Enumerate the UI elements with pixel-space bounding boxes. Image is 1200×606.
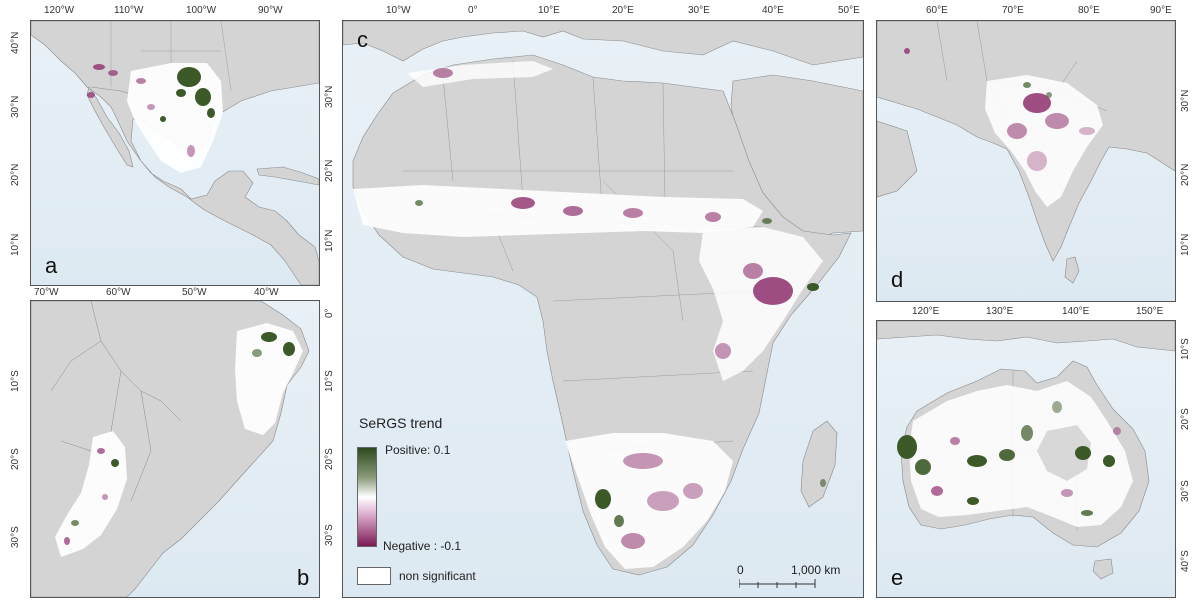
map-c-canvas <box>343 21 863 576</box>
positive-patches-a <box>160 67 215 122</box>
panel-label-c: c <box>357 27 368 52</box>
land-europe <box>343 21 863 66</box>
lon-tick-a-2: 100°W <box>186 5 217 16</box>
lat-tick-a-1: 30°N <box>10 95 21 118</box>
nonsig-band-sahel <box>353 185 763 237</box>
legend-positive-label: Positive: 0.1 <box>385 443 451 457</box>
legend-negative-label: Negative : -0.1 <box>383 539 462 553</box>
lat-tick-d-1: 20°N <box>1180 163 1191 186</box>
lon-tick-d-3: 90°E <box>1150 5 1172 16</box>
map-panel-b: b <box>30 300 320 598</box>
negative-patches-e <box>931 427 1121 497</box>
land-baja-california <box>86 86 134 168</box>
nonsig-area-d <box>985 75 1103 207</box>
panel-label-d: d <box>891 267 904 292</box>
lat-tick-b-1: 20°S <box>10 448 21 470</box>
lat-tick-e-1: 20°S <box>1180 408 1191 430</box>
lat-tick-c-6: 30°S <box>324 524 335 546</box>
land-cuba <box>256 166 319 186</box>
map-panel-e: e <box>876 320 1176 598</box>
lon-tick-c-2: 10°E <box>538 5 560 16</box>
lon-tick-e-3: 150°E <box>1136 306 1164 317</box>
lat-tick-c-2: 10°N <box>324 229 335 252</box>
legend-nonsig-label: non significant <box>399 569 476 583</box>
lon-tick-e-1: 130°E <box>986 306 1014 317</box>
map-e-canvas <box>877 321 1175 580</box>
lat-tick-c-0: 30°N <box>324 85 335 108</box>
lon-tick-c-3: 20°E <box>612 5 634 16</box>
negative-patches-c <box>433 68 793 549</box>
positive-patches-b <box>71 332 295 526</box>
scalebar-distance-label: 1,000 km <box>791 563 841 577</box>
negative-patches-b <box>64 448 108 545</box>
lon-tick-a-3: 90°W <box>258 5 283 16</box>
map-b-canvas <box>31 301 310 597</box>
legend-color-ramp <box>357 447 377 547</box>
nonsig-area-north-africa <box>407 61 553 87</box>
lat-tick-b-0: 10°S <box>10 370 21 392</box>
panel-label-b: b <box>297 565 310 590</box>
negative-patches-d <box>904 48 1095 171</box>
land-africa <box>352 54 852 576</box>
nonsig-area-east-africa <box>699 227 823 381</box>
lon-tick-c-4: 30°E <box>688 5 710 16</box>
lat-tick-a-0: 40°N <box>10 31 21 54</box>
lon-tick-e-2: 140°E <box>1062 306 1090 317</box>
map-a-canvas <box>31 21 319 285</box>
lat-tick-c-5: 20°S <box>324 448 335 470</box>
borders-south-america <box>50 301 182 502</box>
lat-tick-c-1: 20°N <box>324 159 335 182</box>
lon-tick-c-5: 40°E <box>762 5 784 16</box>
lon-tick-c-6: 50°E <box>838 5 860 16</box>
lat-tick-a-3: 10°N <box>10 233 21 256</box>
nonsig-area-southern-africa <box>565 433 733 569</box>
desert-interior-e <box>1037 425 1091 481</box>
map-panel-c: c SeRGS trend Positive: 0.1 Negative : -… <box>342 20 864 598</box>
legend-nonsig-swatch <box>357 567 391 585</box>
lon-tick-d-2: 80°E <box>1078 5 1100 16</box>
lat-tick-c-3: 0° <box>324 308 335 318</box>
lat-tick-c-4: 10°S <box>324 370 335 392</box>
lon-tick-c-0: 10°W <box>386 5 411 16</box>
panel-label-e: e <box>891 565 904 590</box>
map-d-canvas <box>877 21 1175 284</box>
lat-tick-d-0: 30°N <box>1180 89 1191 112</box>
lat-tick-a-2: 20°N <box>10 163 21 186</box>
negative-patches-a <box>87 64 195 157</box>
lon-tick-d-1: 70°E <box>1002 5 1024 16</box>
lon-tick-d-0: 60°E <box>926 5 948 16</box>
scalebar <box>739 579 816 588</box>
legend-title: SeRGS trend <box>359 415 443 431</box>
land-indonesia-png <box>877 321 1175 352</box>
land-arabia-edge <box>877 120 918 198</box>
lon-tick-b-3: 40°W <box>254 287 279 298</box>
map-panel-a: a <box>30 20 320 286</box>
panel-label-a: a <box>45 253 58 278</box>
lat-tick-e-0: 10°S <box>1180 338 1191 360</box>
lat-tick-e-3: 40°S <box>1180 550 1191 572</box>
land-madagascar <box>800 420 838 508</box>
positive-patches-e <box>897 401 1115 516</box>
land-tasmania <box>1092 558 1114 580</box>
lon-tick-c-1: 0° <box>468 5 478 16</box>
lon-tick-b-1: 60°W <box>106 287 131 298</box>
scalebar-zero-label: 0 <box>737 563 744 577</box>
lon-tick-a-0: 120°W <box>44 5 75 16</box>
lat-tick-b-2: 30°S <box>10 526 21 548</box>
positive-patches-c <box>415 200 826 527</box>
lon-tick-b-0: 70°W <box>34 287 59 298</box>
nonsig-area-e <box>909 381 1133 527</box>
lon-tick-e-0: 120°E <box>912 306 940 317</box>
map-panel-d: d <box>876 20 1176 302</box>
lat-tick-e-2: 30°S <box>1180 480 1191 502</box>
land-sri-lanka <box>1064 256 1080 284</box>
positive-patches-d <box>1023 82 1052 98</box>
lon-tick-b-2: 50°W <box>182 287 207 298</box>
lon-tick-a-1: 110°W <box>114 5 144 16</box>
lat-tick-d-2: 10°N <box>1180 233 1191 256</box>
